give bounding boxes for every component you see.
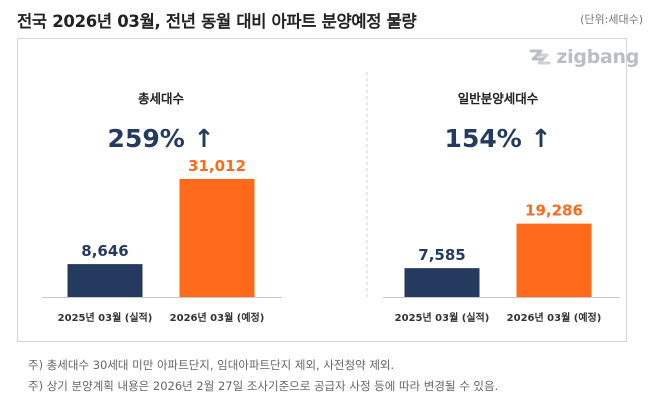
chart-1-change-label: 259% ↑ xyxy=(108,124,215,153)
chart-1-value-label-1: 8,646 xyxy=(81,242,128,260)
chart-2-value-label-1: 7,585 xyxy=(418,246,465,264)
chart-1-bar-1 xyxy=(67,264,143,297)
footnote-2: 주) 상기 분양계획 내용은 2026년 2월 27일 조사기준으로 공급자 사… xyxy=(28,379,499,393)
chart-2-bar-1 xyxy=(404,268,480,297)
zigbang-logo-icon xyxy=(529,49,551,65)
zigbang-logo: zigbang xyxy=(527,46,639,68)
chart-1-value-label-2: 31,012 xyxy=(188,157,246,175)
chart-2-change-label: 154% ↑ xyxy=(445,124,552,153)
chart-2-value-label-2: 19,286 xyxy=(525,202,583,220)
chart-2-category-label-1: 2025년 03월 (실적) xyxy=(395,311,490,324)
footnote-1: 주) 총세대수 30세대 미만 아파트단지, 임대아파트단지 제외, 사전청약 … xyxy=(28,358,395,372)
chart-1-category-label-1: 2025년 03월 (실적) xyxy=(58,311,153,324)
chart-2-bar-2 xyxy=(516,223,592,297)
chart-2-category-label-2: 2026년 03월 (예정) xyxy=(507,311,602,324)
unit-label: (단위:세대수) xyxy=(580,13,643,26)
chart-panel xyxy=(17,38,627,342)
chart-title: 전국 2026년 03월, 전년 동월 대비 아파트 분양예정 물량 xyxy=(17,12,417,31)
chart-1-bar-2 xyxy=(179,179,255,297)
chart-1-title: 총세대수 xyxy=(138,91,185,106)
chart-2-title: 일반분양세대수 xyxy=(458,91,539,106)
logo-text: zigbang xyxy=(556,46,639,68)
chart-1-category-label-2: 2026년 03월 (예정) xyxy=(170,311,265,324)
